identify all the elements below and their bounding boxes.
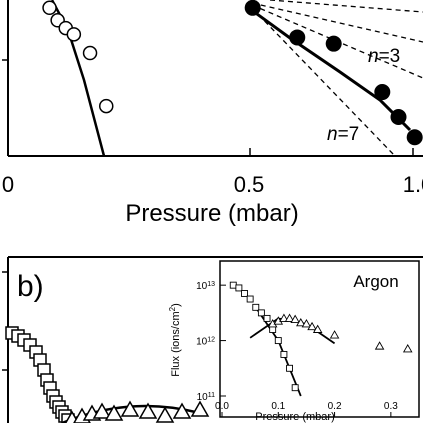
open-circle-point: [99, 98, 114, 114]
inset-y-tick-label: 1012: [196, 336, 215, 348]
panel-b-squares: [5, 326, 75, 423]
inset-square-point: [235, 284, 243, 292]
panel-a-fit-line-filled: [245, 4, 412, 132]
panel-a-dashed-line: [251, 2, 423, 43]
inset-x-tick-label: 0.2: [328, 401, 342, 412]
inset-x-axis-label: Pressure (mbar): [255, 411, 334, 423]
inset-x-tick-label: 0.1: [271, 401, 285, 412]
inset-square-point: [252, 303, 260, 311]
filled-circle-point: [289, 29, 306, 46]
triangle-point: [172, 402, 192, 419]
inset-y-tick-label: 1011: [197, 392, 215, 404]
triangle-point: [155, 406, 175, 423]
inset-square-point: [263, 314, 271, 322]
inset-square-point: [286, 364, 293, 372]
inset-x-tick-label: 0.3: [384, 401, 398, 412]
inset-triangle-point: [296, 317, 306, 327]
inset-plot: Argon 1013 1012 1011 0.0 0.1 0.2 0.3 Pressure…: [168, 260, 420, 423]
inset-triangle-point: [290, 314, 300, 323]
triangle-point: [92, 402, 112, 419]
triangle-point: [190, 400, 210, 417]
inset-triangles: [267, 313, 413, 353]
panel-a-filled-circles: [244, 0, 423, 146]
inset-y-ticks: 1013 1012 1011: [196, 281, 226, 403]
inset-square-point: [280, 350, 288, 358]
panel-a-dashed-line: [269, 0, 423, 13]
filled-circle-point: [244, 0, 261, 16]
panel-a-x-tick-label: 0: [2, 172, 14, 197]
inset-triangle-point: [402, 343, 413, 353]
inset-ylabel-main: Flux (ions/cm: [170, 311, 182, 376]
triangle-point: [120, 400, 140, 417]
panel-a: 0 0.5 1.0 Pressure (mbar) n=3 n=7: [2, 0, 423, 227]
inset-triangle-point: [284, 313, 295, 322]
inset-ylabel-tail: ): [170, 303, 182, 307]
filled-circle-point: [374, 84, 391, 101]
panel-b-triangles: [64, 400, 210, 423]
n3-italic: n: [368, 46, 379, 67]
inset-triangle-point: [329, 330, 340, 339]
inset-title: Argon: [353, 272, 398, 291]
inset-ylabel-sup: 2: [168, 306, 177, 311]
inset-square-point: [241, 290, 248, 297]
inset-square-point: [274, 337, 282, 345]
inset-square-point: [291, 384, 299, 392]
inset-triangle-point: [279, 313, 289, 322]
inset-y-tick-label: 1013: [196, 281, 215, 293]
panel-b: b) Argon 1013 1012 1011 0.0 0.1 0.2 0.3 Press…: [2, 256, 423, 423]
n3-annotation: n=3: [368, 46, 400, 67]
panel-a-open-circles: [42, 0, 114, 114]
filled-circle-point: [390, 109, 407, 125]
inset-x-tick-label: 0.0: [215, 401, 229, 412]
n7-rest: =7: [338, 124, 360, 145]
inset-triangle-point: [301, 319, 312, 328]
inset-triangle-point: [312, 324, 323, 333]
filled-circle-point: [325, 35, 342, 52]
n7-annotation: n=7: [327, 124, 359, 145]
inset-square-point: [229, 281, 237, 289]
triangle-point: [104, 404, 124, 421]
inset-x-ticks: 0.0 0.1 0.2 0.3: [215, 401, 398, 417]
panel-a-x-tick-label: 1.0: [403, 172, 423, 197]
n3-rest: =3: [379, 46, 401, 67]
inset-triangle-point: [307, 321, 317, 331]
panel-a-dashed-line: [251, 7, 396, 157]
inset-y-axis-label: Flux (ions/cm2): [168, 303, 183, 377]
inset-frame: [219, 260, 420, 418]
inset-triangle-point: [374, 341, 385, 350]
panel-b-label: b): [17, 270, 44, 303]
open-circle-point: [82, 45, 98, 61]
filled-circle-point: [406, 129, 423, 146]
triangle-point: [138, 402, 158, 419]
panel-a-x-tick-label: 0.5: [234, 172, 265, 197]
inset-square-point: [246, 295, 254, 303]
panel-a-x-axis-label: Pressure (mbar): [125, 200, 298, 227]
open-circle-point: [42, 0, 57, 16]
inset-square-point: [257, 309, 265, 317]
open-circle-point: [66, 27, 82, 42]
n7-italic: n: [327, 124, 338, 145]
